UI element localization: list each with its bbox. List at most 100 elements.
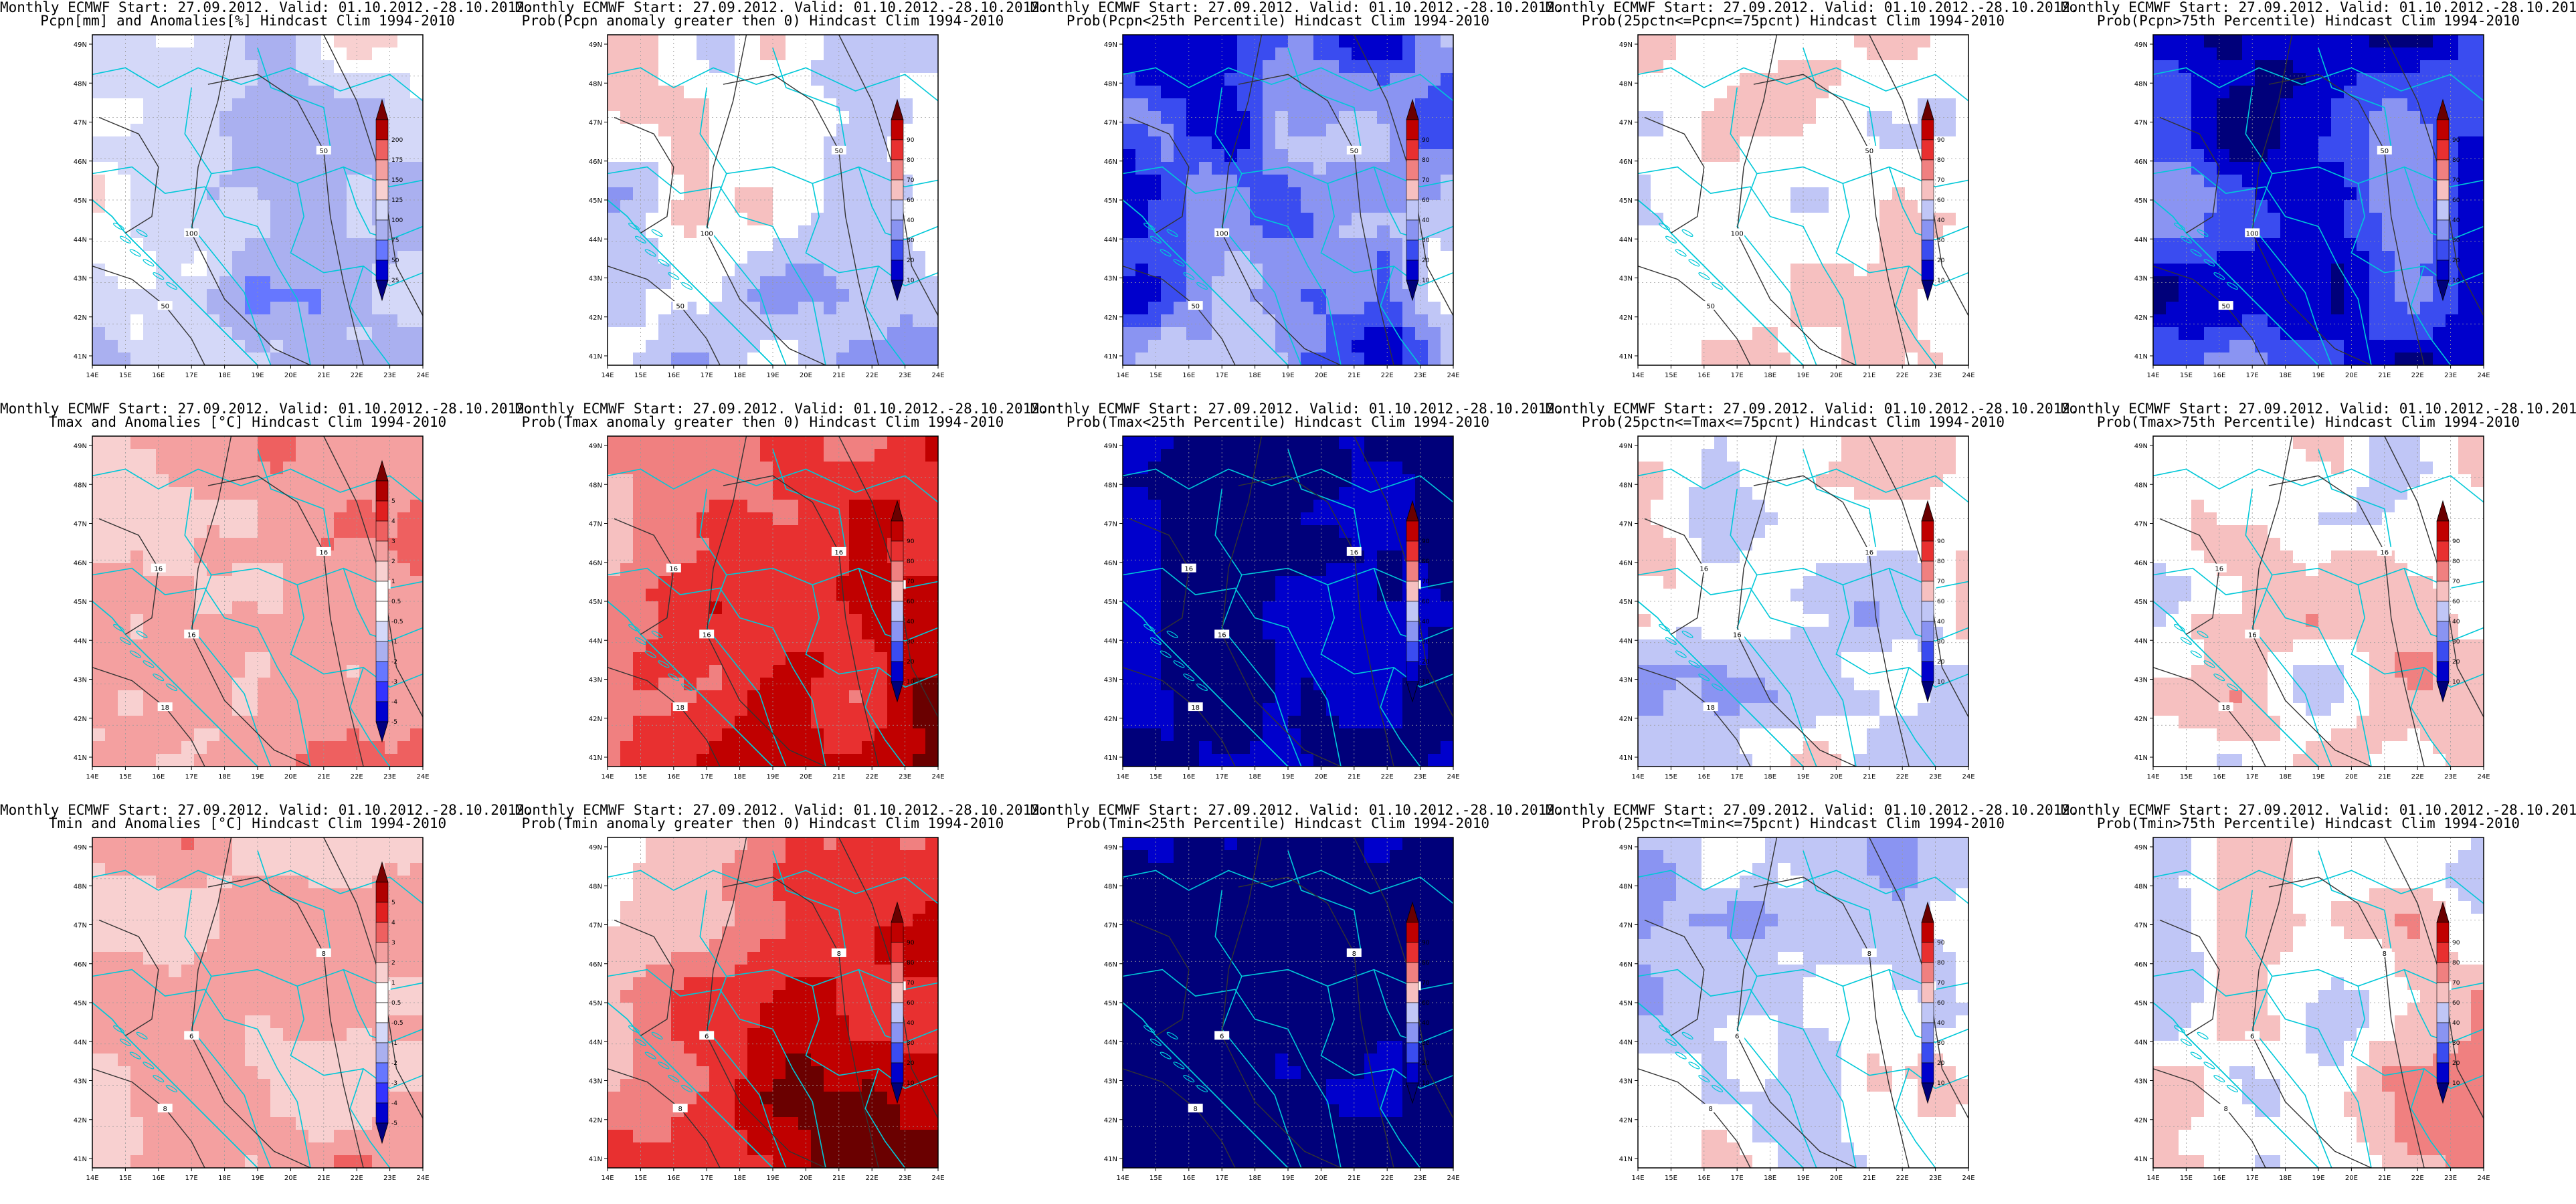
island (129, 249, 141, 257)
colorbar-label: 90 (1937, 137, 1945, 144)
colorbar-label: 70 (907, 177, 915, 184)
island (1173, 660, 1185, 668)
lon-tick-label: 14E (601, 1175, 614, 1182)
lon-tick-label: 17E (701, 773, 713, 781)
colorbar: 90 80 70 60 40 30 20 10 (1921, 98, 1945, 302)
lon-tick-label: 18E (2279, 773, 2292, 781)
island (129, 650, 141, 658)
contour-label: 8 (2383, 950, 2387, 958)
lat-tick-label: 47N (2134, 521, 2148, 528)
map-figure: 161816141614E15E16E17E18E19E20E21E22E23E… (74, 435, 430, 781)
contour-label: 16 (1733, 631, 1742, 639)
colorbar-label: -5 (391, 1120, 397, 1127)
island (1183, 272, 1195, 280)
colorbar-label: 70 (1422, 177, 1430, 184)
lon-tick-label: 19E (1281, 372, 1294, 379)
country-border (772, 47, 846, 148)
lat-tick-label: 47N (1619, 120, 1633, 127)
country-border (1380, 1068, 1421, 1168)
island (113, 1025, 125, 1033)
colorbar-label: -3 (391, 1080, 397, 1087)
colorbar-label: 80 (907, 157, 915, 164)
lon-tick-label: 22E (351, 1175, 363, 1182)
lon-tick-label: 21E (1348, 372, 1360, 379)
colorbar-label: 60 (1937, 599, 1945, 605)
colorbar-label: 10 (907, 278, 915, 284)
map-panel: Monthly ECMWF Start: 27.09.2012. Valid: … (1030, 0, 1564, 401)
contour-label: 8 (322, 950, 326, 958)
lat-tick-label: 48N (1104, 80, 1117, 88)
island (1712, 683, 1724, 692)
lon-tick-label: 22E (1381, 1175, 1394, 1182)
island (119, 235, 131, 243)
lat-tick-label: 49N (2134, 443, 2148, 450)
lon-tick-label: 24E (1447, 1175, 1459, 1182)
island (628, 623, 640, 632)
lat-tick-label: 45N (1619, 599, 1633, 606)
country-border (1736, 173, 1817, 365)
island (1173, 1062, 1185, 1070)
colorbar-label: 40 (1422, 1020, 1430, 1027)
island (2213, 272, 2225, 280)
country-border (2410, 1068, 2452, 1168)
contour-line (98, 919, 159, 1036)
lat-tick-label: 42N (1619, 314, 1633, 322)
colorbar-label: 90 (907, 940, 915, 946)
lon-tick-label: 15E (1665, 1175, 1677, 1182)
lon-tick-label: 19E (1797, 372, 1809, 379)
colorbar-label: 10 (907, 679, 915, 686)
lon-tick-label: 23E (383, 1175, 396, 1182)
panel-header: Monthly ECMWF Start: 27.09.2012. Valid: … (2061, 802, 2576, 818)
island (1698, 272, 1710, 280)
lat-tick-label: 46N (589, 961, 602, 969)
lat-tick-label: 41N (74, 755, 87, 762)
shaded-field: 8868 (1123, 837, 1453, 1168)
lon-tick-label: 21E (1863, 1175, 1875, 1182)
lat-tick-label: 44N (74, 637, 87, 645)
contour-label: 16 (2248, 631, 2257, 639)
island (681, 1084, 693, 1093)
island (681, 282, 693, 290)
map-panel: Monthly ECMWF Start: 27.09.2012. Valid: … (1546, 0, 2079, 401)
country-border (864, 266, 906, 365)
lon-tick-label: 19E (251, 1175, 264, 1182)
lon-tick-label: 20E (1315, 372, 1327, 379)
panel-subtitle: Prob(Tmin anomaly greater then 0) Hindca… (521, 815, 1004, 831)
lat-tick-label: 48N (589, 80, 602, 88)
lat-tick-label: 43N (2134, 276, 2148, 283)
island (2174, 623, 2186, 632)
island (681, 683, 693, 692)
map-figure: 886814E15E16E17E18E19E20E21E22E23E24E41N… (589, 837, 945, 1182)
lon-tick-label: 23E (1414, 372, 1427, 379)
lat-tick-label: 41N (74, 1156, 87, 1163)
lon-tick-label: 23E (1929, 372, 1942, 379)
island (2203, 259, 2215, 267)
contour-label: 100 (1216, 230, 1228, 237)
contour-line (614, 919, 674, 1036)
island (2197, 630, 2209, 638)
panel-subtitle: Prob(25pctn<=Tmin<=75pcnt) Hindcast Clim… (1581, 815, 2005, 831)
country-border (257, 47, 331, 148)
colorbar-label: 30 (1422, 639, 1430, 645)
lon-tick-label: 22E (866, 773, 879, 781)
island (1196, 683, 1208, 692)
lat-tick-label: 46N (2134, 159, 2148, 166)
lon-tick-label: 18E (733, 1175, 746, 1182)
map-panel: Monthly ECMWF Start: 27.09.2012. Valid: … (515, 0, 1048, 401)
colorbar-label: 30 (907, 237, 915, 244)
colorbar-label: 90 (1937, 940, 1945, 946)
island (644, 650, 656, 658)
country-border (349, 1068, 391, 1168)
lon-tick-label: 20E (800, 773, 812, 781)
lon-tick-label: 20E (284, 1175, 297, 1182)
map-figure: 50 50 100 14E 15E 16E 17E 18E 19E 20E 21E 22E 23E 24E… (589, 34, 945, 379)
panel-header: Monthly ECMWF Start: 27.09.2012. Valid: … (2061, 0, 2576, 15)
colorbar: 90 80 70 60 40 30 20 10 (2436, 500, 2460, 703)
lon-tick-label: 23E (383, 773, 396, 781)
lat-tick-label: 45N (589, 197, 602, 205)
colorbar-label: 20 (1937, 1060, 1945, 1067)
lon-tick-label: 21E (2378, 773, 2391, 781)
lat-tick-label: 47N (74, 120, 87, 127)
colorbar-label: 80 (1422, 559, 1430, 565)
